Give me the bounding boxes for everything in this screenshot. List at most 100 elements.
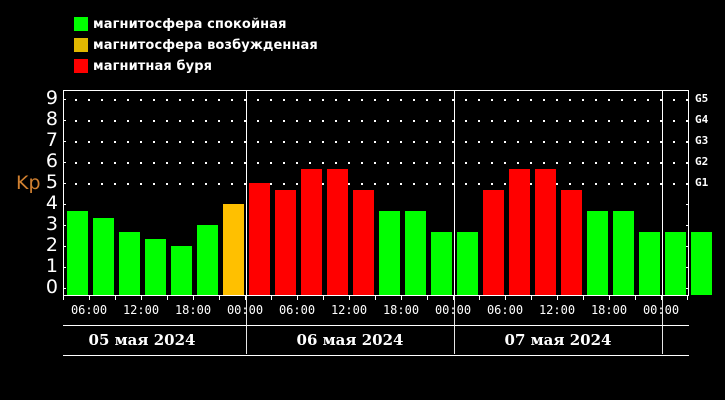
- grid-dot: [491, 162, 493, 164]
- bar-storm: [327, 169, 348, 295]
- grid-dot: [218, 141, 220, 143]
- x-tick-mark: [401, 296, 402, 300]
- grid-dot: [439, 162, 441, 164]
- grid-dot: [686, 183, 688, 185]
- grid-dot: [127, 99, 129, 101]
- grid-dot: [660, 141, 662, 143]
- bar-storm: [535, 169, 556, 295]
- grid-dot: [595, 183, 597, 185]
- grid-dot: [595, 141, 597, 143]
- x-time-label: 12:00: [122, 303, 160, 317]
- grid-dot: [530, 183, 532, 185]
- grid-dot: [101, 99, 103, 101]
- bar-quiet: [171, 246, 192, 295]
- grid-dot: [179, 141, 181, 143]
- grid-dot: [634, 120, 636, 122]
- x-tick-mark: [505, 296, 506, 300]
- x-tick-mark: [349, 296, 350, 300]
- grid-dot: [634, 162, 636, 164]
- grid-dot: [387, 183, 389, 185]
- grid-dot: [478, 183, 480, 185]
- grid-dot: [634, 99, 636, 101]
- grid-dot: [621, 99, 623, 101]
- y-tick-mark: [63, 288, 66, 289]
- y-tick-mark-right: [686, 246, 689, 247]
- grid-dot: [478, 162, 480, 164]
- grid-dot: [465, 183, 467, 185]
- g-scale-label: G5: [695, 92, 709, 105]
- grid-dot: [88, 120, 90, 122]
- grid-dot: [283, 120, 285, 122]
- grid-dot: [244, 162, 246, 164]
- grid-dot: [634, 141, 636, 143]
- grid-dot: [335, 120, 337, 122]
- grid-dot: [205, 141, 207, 143]
- grid-dot: [231, 120, 233, 122]
- grid-dot: [231, 99, 233, 101]
- x-axis-line: [63, 295, 689, 296]
- x-tick-mark: [453, 296, 454, 300]
- grid-dot: [114, 99, 116, 101]
- bar-storm: [509, 169, 530, 295]
- y-tick-label: 0: [45, 276, 58, 298]
- grid-dot: [309, 99, 311, 101]
- x-tick-mark: [323, 296, 324, 300]
- bar-quiet: [405, 211, 426, 295]
- grid-dot: [114, 120, 116, 122]
- grid-dot: [465, 162, 467, 164]
- grid-dot: [621, 120, 623, 122]
- grid-dot: [543, 162, 545, 164]
- grid-dot: [686, 99, 688, 101]
- legend-swatch-storm: [74, 59, 88, 73]
- x-tick-mark: [479, 296, 480, 300]
- grid-dot: [361, 99, 363, 101]
- grid-dot: [88, 141, 90, 143]
- grid-dot: [582, 183, 584, 185]
- grid-dot: [205, 162, 207, 164]
- grid-dot: [348, 120, 350, 122]
- grid-dot: [348, 162, 350, 164]
- y-tick-mark: [63, 246, 66, 247]
- grid-dot: [582, 162, 584, 164]
- grid-dot: [270, 99, 272, 101]
- grid-dot: [257, 141, 259, 143]
- grid-dot: [400, 99, 402, 101]
- grid-dot: [283, 99, 285, 101]
- grid-dot: [465, 99, 467, 101]
- legend-label: магнитосфера возбужденная: [93, 37, 318, 53]
- bar-quiet: [457, 232, 478, 295]
- grid-dot: [686, 162, 688, 164]
- grid-dot: [283, 183, 285, 185]
- grid-dot: [569, 183, 571, 185]
- y-tick-label: 2: [45, 234, 58, 256]
- x-tick-mark: [63, 296, 64, 300]
- grid-dot: [374, 99, 376, 101]
- x-tick-mark: [609, 296, 610, 300]
- grid-dot: [335, 141, 337, 143]
- x-time-label: 06:00: [70, 303, 108, 317]
- grid-dot: [361, 162, 363, 164]
- grid-dot: [686, 120, 688, 122]
- x-tick-mark: [141, 296, 142, 300]
- grid-dot: [491, 99, 493, 101]
- grid-dot: [127, 120, 129, 122]
- x-tick-mark: [557, 296, 558, 300]
- grid-dot: [153, 141, 155, 143]
- grid-dot: [673, 141, 675, 143]
- grid-dot: [179, 183, 181, 185]
- grid-dot: [153, 162, 155, 164]
- grid-dot: [140, 162, 142, 164]
- y-tick-label: 7: [45, 129, 58, 151]
- date-axis-divider: [63, 355, 689, 356]
- x-tick-mark: [297, 296, 298, 300]
- grid-dot: [517, 162, 519, 164]
- chart-frame: [63, 90, 689, 296]
- grid-dot: [660, 162, 662, 164]
- y-tick-mark-right: [686, 267, 689, 268]
- grid-dot: [387, 99, 389, 101]
- grid-dot: [647, 162, 649, 164]
- y-tick-mark-right: [686, 99, 689, 100]
- grid-dot: [192, 162, 194, 164]
- grid-dot: [387, 120, 389, 122]
- grid-dot: [257, 162, 259, 164]
